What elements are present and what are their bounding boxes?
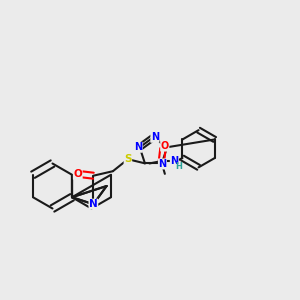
Text: H: H <box>176 162 182 171</box>
Text: N: N <box>151 132 159 142</box>
Text: N: N <box>89 199 98 209</box>
Text: N: N <box>134 142 142 152</box>
Text: N: N <box>170 156 178 166</box>
Text: S: S <box>124 154 132 164</box>
Text: N: N <box>158 159 166 169</box>
Text: O: O <box>74 169 82 179</box>
Text: O: O <box>160 141 169 151</box>
